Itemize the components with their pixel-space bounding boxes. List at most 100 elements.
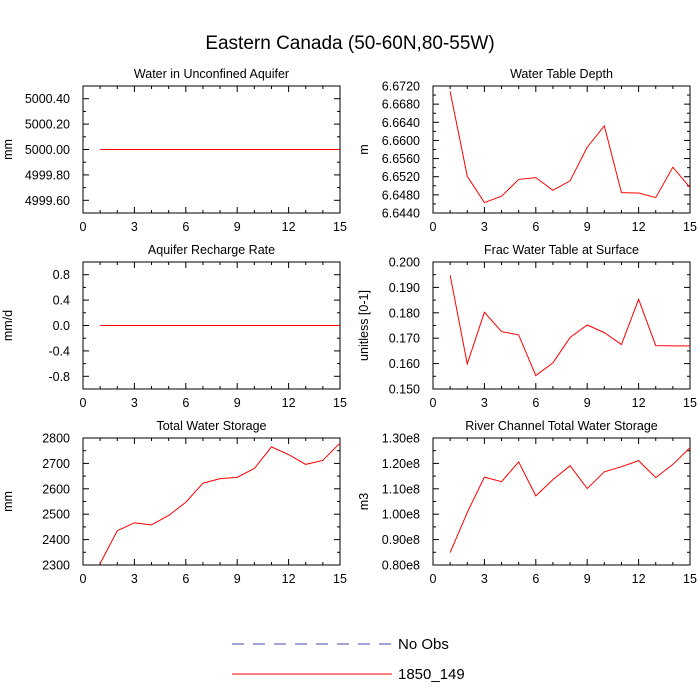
y-tick-label: 0.180 xyxy=(389,306,420,320)
y-tick-label: 1.30e8 xyxy=(382,432,420,446)
y-tick-label: 6.6640 xyxy=(382,116,420,130)
x-tick-label: 12 xyxy=(632,396,646,410)
x-tick-label: 3 xyxy=(481,220,488,234)
chart-panel-5: Total Water Storage 0 3 6 9 12 15 2300 2400 2500 2… xyxy=(1,419,347,586)
y-axis-label: mm/d xyxy=(1,310,15,341)
x-tick-label: 9 xyxy=(234,572,241,586)
x-tick-label: 12 xyxy=(632,572,646,586)
x-tick-label: 3 xyxy=(481,396,488,410)
y-axis-label: unitless [0-1] xyxy=(357,290,371,361)
series-line xyxy=(99,442,341,564)
chart-panel-3: Aquifer Recharge Rate 0 3 6 9 12 15 -0.8 -0.4 0.0… xyxy=(1,243,347,410)
y-tick-label: -0.4 xyxy=(48,344,70,358)
x-tick-label: 12 xyxy=(282,396,296,410)
y-tick-label: 6.6680 xyxy=(382,98,420,112)
x-tick-label: 0 xyxy=(430,396,437,410)
y-tick-label: 0.0 xyxy=(53,319,70,333)
panel-title: Aquifer Recharge Rate xyxy=(148,243,275,257)
y-tick-label: 6.6480 xyxy=(382,188,420,202)
x-tick-label: 9 xyxy=(584,396,591,410)
legend: No Obs 1850_149 xyxy=(232,636,465,683)
y-tick-label: 2400 xyxy=(42,533,70,547)
x-tick-label: 6 xyxy=(182,572,189,586)
y-tick-label: 0.170 xyxy=(389,332,420,346)
x-tick-label: 15 xyxy=(683,572,697,586)
chart-panel-4: Frac Water Table at Surface 0 3 6 9 12 15 0.150… xyxy=(357,243,697,410)
panel-title: Frac Water Table at Surface xyxy=(484,243,639,257)
y-tick-label: 1.00e8 xyxy=(382,508,420,522)
series-line xyxy=(449,447,691,553)
x-tick-label: 15 xyxy=(683,220,697,234)
y-tick-label: 0.4 xyxy=(53,294,70,308)
chart-panel-2: Water Table Depth 0 3 6 9 12 15 6.6440 6.6480 6.6… xyxy=(357,67,697,234)
x-tick-label: 6 xyxy=(182,396,189,410)
y-tick-label: -0.8 xyxy=(48,370,70,384)
x-tick-label: 0 xyxy=(80,572,87,586)
x-tick-label: 3 xyxy=(481,572,488,586)
y-tick-label: 2800 xyxy=(42,432,70,446)
chart-panel-1: Water in Unconfined Aquifer 0 3 6 9 12 15 4999.… xyxy=(1,67,347,234)
x-tick-label: 0 xyxy=(430,572,437,586)
x-tick-label: 9 xyxy=(584,220,591,234)
y-tick-label: 0.150 xyxy=(389,383,420,397)
y-tick-label: 1.10e8 xyxy=(382,482,420,496)
x-tick-label: 12 xyxy=(282,220,296,234)
plot-frame xyxy=(82,437,341,566)
x-tick-label: 3 xyxy=(131,572,138,586)
y-tick-label: 0.190 xyxy=(389,281,420,295)
x-tick-label: 15 xyxy=(333,220,347,234)
y-tick-label: 1.20e8 xyxy=(382,457,420,471)
x-tick-label: 0 xyxy=(80,220,87,234)
y-tick-label: 6.6720 xyxy=(382,80,420,94)
y-tick-label: 6.6560 xyxy=(382,152,420,166)
y-tick-label: 4999.60 xyxy=(25,194,70,208)
panel-title: Total Water Storage xyxy=(156,419,266,433)
x-tick-label: 12 xyxy=(282,572,296,586)
y-tick-label: 5000.20 xyxy=(25,118,70,132)
plot-frame xyxy=(432,437,691,566)
x-tick-label: 15 xyxy=(683,396,697,410)
x-tick-label: 0 xyxy=(80,396,87,410)
x-tick-label: 3 xyxy=(131,396,138,410)
y-axis-label: mm xyxy=(1,491,15,512)
panel-title: Water Table Depth xyxy=(510,67,613,81)
x-tick-label: 15 xyxy=(333,396,347,410)
x-tick-label: 6 xyxy=(182,220,189,234)
y-tick-label: 0.200 xyxy=(389,256,420,270)
chart-panel-6: River Channel Total Water Storage 0 3 6 9 12 1… xyxy=(357,419,697,586)
x-tick-label: 12 xyxy=(632,220,646,234)
y-tick-label: 5000.40 xyxy=(25,92,70,106)
y-tick-label: 6.6440 xyxy=(382,207,420,221)
x-tick-label: 9 xyxy=(234,396,241,410)
x-tick-label: 0 xyxy=(430,220,437,234)
figure-title: Eastern Canada (50-60N,80-55W) xyxy=(205,33,495,54)
x-tick-label: 6 xyxy=(532,220,539,234)
x-tick-label: 6 xyxy=(532,572,539,586)
y-tick-label: 0.160 xyxy=(389,357,420,371)
y-tick-label: 0.80e8 xyxy=(382,559,420,573)
panel-title: Water in Unconfined Aquifer xyxy=(134,67,289,81)
y-tick-label: 2500 xyxy=(42,508,70,522)
plot-frame xyxy=(432,85,691,214)
y-tick-label: 5000.00 xyxy=(25,143,70,157)
x-tick-label: 9 xyxy=(234,220,241,234)
x-tick-label: 9 xyxy=(584,572,591,586)
x-tick-label: 3 xyxy=(131,220,138,234)
y-tick-label: 6.6600 xyxy=(382,134,420,148)
y-axis-label: m xyxy=(357,144,371,154)
plot-frame xyxy=(432,261,691,390)
y-tick-label: 2300 xyxy=(42,559,70,573)
y-tick-label: 6.6520 xyxy=(382,170,420,184)
y-tick-label: 0.8 xyxy=(53,268,70,282)
legend-label-1: No Obs xyxy=(398,636,449,653)
y-axis-label: mm xyxy=(1,139,15,160)
series-line xyxy=(449,275,690,377)
panel-title: River Channel Total Water Storage xyxy=(465,419,658,433)
y-axis-label: m3 xyxy=(357,493,371,510)
series-line xyxy=(449,91,691,204)
y-tick-label: 0.90e8 xyxy=(382,533,420,547)
y-tick-label: 2600 xyxy=(42,482,70,496)
x-tick-label: 15 xyxy=(333,572,347,586)
legend-label-2: 1850_149 xyxy=(398,666,465,683)
